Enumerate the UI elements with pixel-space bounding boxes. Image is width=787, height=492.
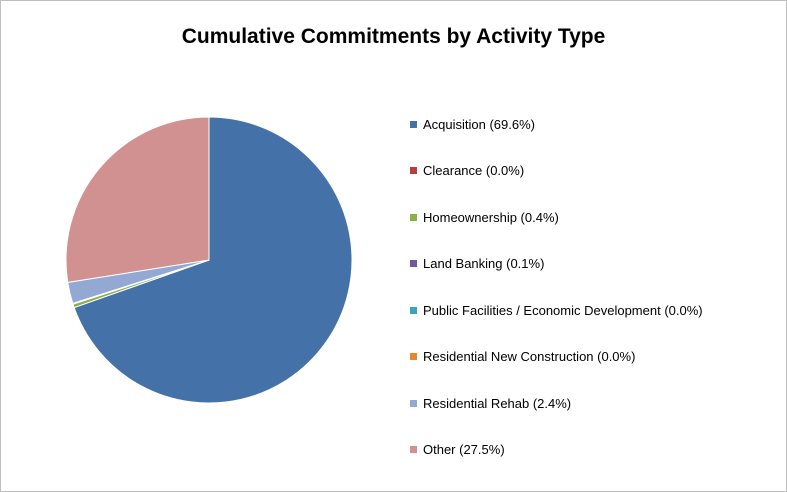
legend-swatch [410,353,417,360]
legend-item-land-banking: Land Banking (0.1%) [410,254,703,274]
legend-label: Public Facilities / Economic Development… [423,302,703,318]
legend-swatch [410,120,417,128]
legend: Acquisition (69.6%) Clearance (0.0%) Homeo… [410,114,703,486]
legend-swatch [410,399,417,407]
legend-label: Acquisition (69.6%) [423,116,535,132]
pie-slice-other [65,116,210,283]
legend-item-homeownership: Homeownership (0.4%) [410,207,703,227]
legend-swatch [410,167,417,174]
legend-label: Land Banking (0.1%) [423,256,545,271]
legend-item-public-facilities-economic-development: Public Facilities / Economic Development… [410,300,703,320]
legend-item-residential-new-construction: Residential New Construction (0.0%) [410,347,703,367]
legend-swatch [410,213,417,221]
legend-swatch [410,260,417,267]
legend-item-residential-rehab: Residential Rehab (2.4%) [410,393,703,413]
legend-label: Homeownership (0.4%) [423,209,559,225]
legend-swatch [410,446,417,453]
legend-label: Clearance (0.0%) [423,163,525,178]
legend-label: Residential New Construction (0.0%) [423,349,636,364]
legend-item-other: Other (27.5%) [410,440,703,460]
pie-slice-acquisition [73,116,353,404]
legend-label: Residential Rehab (2.4%) [423,395,572,411]
legend-label: Other (27.5%) [423,442,505,457]
legend-swatch [410,306,417,314]
chart-title: Cumulative Commitments by Activity Type [181,25,606,48]
legend-item-clearance: Clearance (0.0%) [410,161,703,181]
legend-item-acquisition: Acquisition (69.6%) [410,114,703,134]
